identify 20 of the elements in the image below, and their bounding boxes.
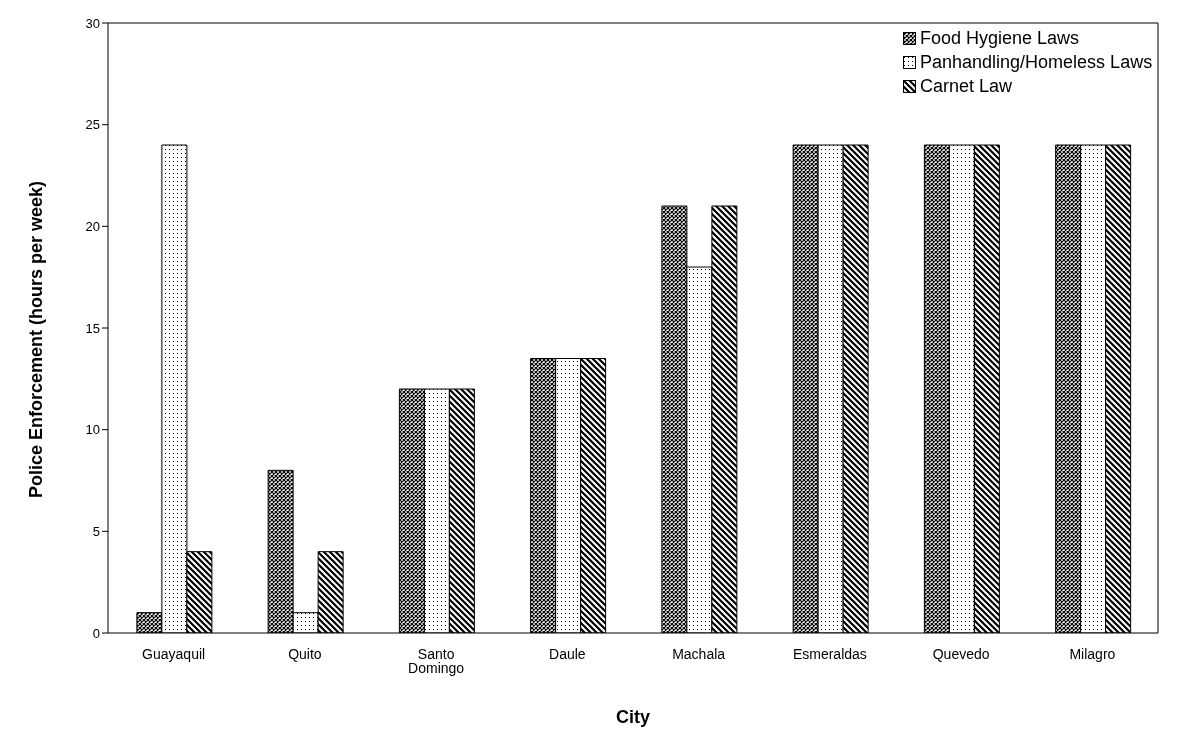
x-tick-label: Daule xyxy=(549,645,586,662)
legend-label: Food Hygiene Laws xyxy=(920,27,1080,49)
y-tick-label: 0 xyxy=(92,625,100,641)
y-axis-title: Police Enforcement (hours per week) xyxy=(26,180,47,498)
y-tick-label: 10 xyxy=(85,422,100,438)
x-tick-label: Santo Domingo xyxy=(408,645,465,676)
y-tick-label: 15 xyxy=(85,320,100,336)
y-tick-label: 5 xyxy=(92,523,100,539)
x-axis-title: City xyxy=(615,707,651,727)
x-tick-label: Quito xyxy=(288,645,322,662)
x-tick-label: Esmeraldas xyxy=(792,645,867,662)
legend-label: Carnet Law xyxy=(920,75,1013,97)
x-tick-label: Milagro xyxy=(1069,645,1116,662)
x-tick-label: Machala xyxy=(672,645,726,662)
x-tick-label: Guayaquil xyxy=(142,645,206,662)
y-tick-label: 30 xyxy=(85,15,100,31)
x-tick-label: Quevedo xyxy=(932,645,990,662)
y-tick-label: 20 xyxy=(85,218,100,234)
y-tick-label: 25 xyxy=(85,117,100,133)
legend-label: Panhandling/Homeless Laws xyxy=(920,51,1153,73)
